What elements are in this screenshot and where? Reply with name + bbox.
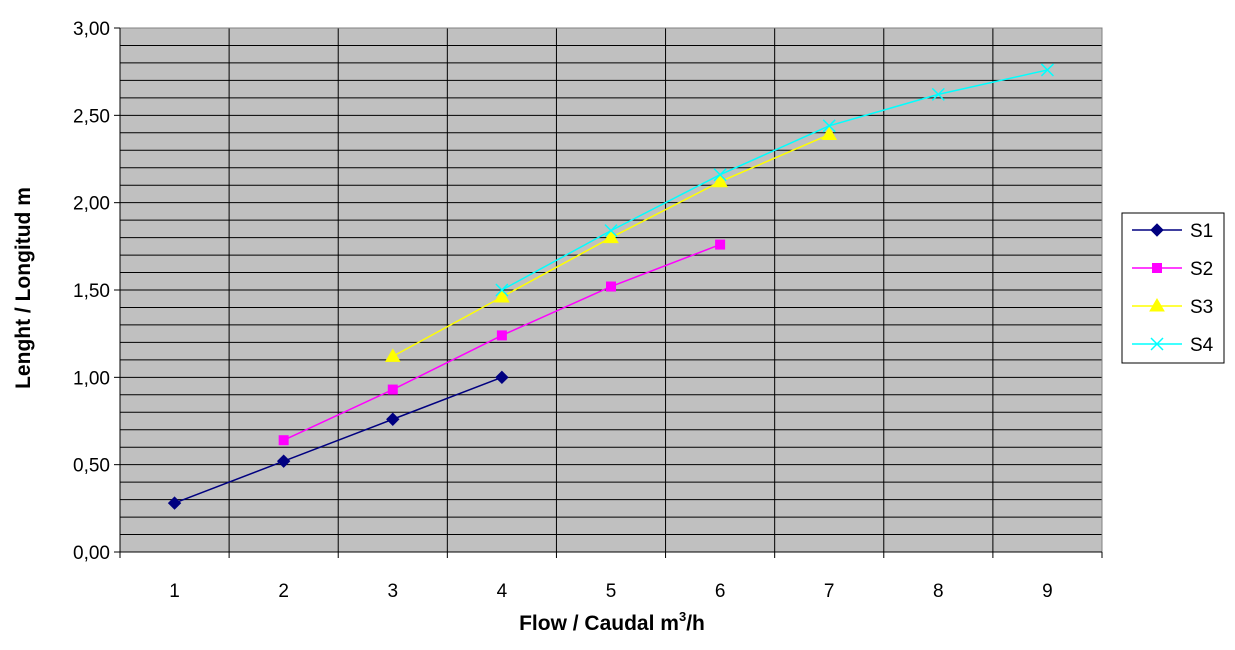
x-marker-stroke [931,87,945,101]
series-s4 [495,63,1054,297]
series-s1 [167,370,509,510]
series-line [501,69,1048,291]
x-tick-label: 6 [715,581,726,602]
x-axis-ticks: 1 2 3 4 5 6 7 8 9 [119,552,1103,602]
data-point [822,119,836,133]
legend-label: S1 [1190,221,1213,242]
x-tick-label: 4 [497,581,508,602]
y-tick-label: 1,00 [73,368,110,389]
data-point [712,173,728,188]
data-point [603,229,619,244]
data-point [1040,63,1054,77]
x-axis-title-main: Flow / Caudal m [519,612,679,635]
y-tick-label: 0,50 [73,456,110,477]
x-tick-label: 5 [606,581,617,602]
data-point [495,370,509,385]
x-tick-label: 8 [933,581,944,602]
data-point [821,126,838,141]
data-point [384,348,401,362]
x-axis-title-tail: /h [686,612,705,635]
data-point [495,283,509,297]
y-tick-label: 2,50 [73,106,110,127]
legend-label: S4 [1190,335,1214,356]
x-marker-stroke [822,119,836,133]
data-point [167,496,182,510]
legend-label: S2 [1190,259,1213,280]
y-axis-ticks: 0,00 0,50 1,00 1,50 2,00 2,50 3,00 [73,19,120,564]
legend-label: S3 [1190,297,1213,318]
data-point [276,454,291,468]
data-point [496,330,507,341]
series-s3 [384,126,838,362]
series-s2 [278,239,726,446]
y-axis-title: Lenght / Longitud m [12,187,35,389]
series-line [174,376,503,504]
data-point [715,239,726,250]
data-point [606,281,616,292]
data-point [387,384,398,395]
x-marker-stroke [1040,63,1054,77]
data-point [931,87,945,101]
x-tick-label: 2 [278,581,289,602]
x-axis-title: Flow / Caudal m3/h [519,609,705,635]
data-point [713,168,727,182]
legend-marker [1152,263,1162,273]
legend-marker [1149,298,1165,312]
legend-item-s2: S2 [1132,259,1213,280]
legend-item-s4: S4 [1132,335,1214,356]
data-point [278,435,289,446]
data-point [494,288,510,303]
x-marker-stroke [495,283,509,297]
x-tick-label: 3 [387,581,398,602]
x-marker-stroke [713,168,727,182]
legend-item-s3: S3 [1132,297,1213,318]
legend-box [1121,212,1225,364]
x-axis-title-superscript: 3 [679,609,686,624]
legend: S1 S2 S3 S4 [1121,212,1225,364]
legend-item-s1: S1 [1132,221,1213,242]
legend-marker [1150,223,1164,237]
legend-marker [1150,337,1164,351]
x-tick-label: 7 [824,581,835,602]
y-tick-label: 2,00 [73,194,110,215]
x-tick-label: 9 [1042,581,1053,602]
x-marker-stroke [604,224,618,238]
y-tick-label: 3,00 [73,19,110,40]
data-point [604,224,618,238]
x-tick-label: 1 [169,581,180,602]
y-tick-label: 1,50 [73,281,110,302]
x-marker-stroke [1150,337,1164,351]
y-tick-label: 0,00 [73,543,110,564]
data-point [386,412,400,426]
series-layer [167,63,1054,510]
